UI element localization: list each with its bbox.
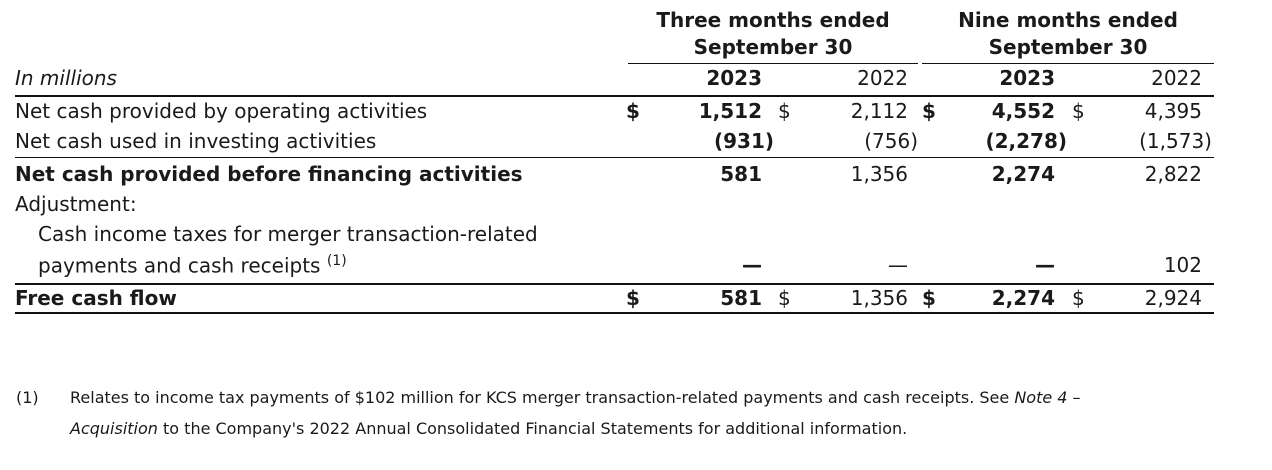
investing-label: Net cash used in investing activities [15,129,377,153]
three-months-header-line2: September 30 [693,35,853,59]
dollar-sign: $ [626,99,640,123]
footnote-marker: (1) [16,388,39,407]
dollar-sign: $ [1072,286,1085,310]
group1-underline [628,63,918,64]
cash-income-taxes-label-line1: Cash income taxes for merger transaction… [38,222,538,246]
footnote-reference: (1) [326,253,347,269]
operating-ytd-2023: 4,552 [991,99,1055,123]
note-reference: Note 4 – [1014,388,1081,407]
investing-ytd-2022: (1,573) [1139,129,1212,153]
units-label: In millions [15,66,117,90]
nine-months-header-line2: September 30 [988,35,1148,59]
investing-ytd-2023: (2,278) [985,129,1067,153]
free-cash-flow-q-2023: 581 [720,286,762,310]
dollar-sign: $ [778,286,791,310]
before-financing-q-2023: 581 [720,162,762,186]
footnote-line2: Acquisition to the Company's 2022 Annual… [70,419,908,438]
free-cash-flow-label: Free cash flow [15,286,177,310]
group2-underline [922,63,1214,64]
footnote-line1: Relates to income tax payments of $102 m… [70,388,1081,407]
year-header-2: 2022 [857,66,908,90]
before-financing-label: Net cash provided before financing activ… [15,162,523,186]
total-bottom-rule [15,312,1214,314]
year-header-3: 2023 [999,66,1055,90]
investing-q-2023: (931) [713,129,774,153]
operating-label: Net cash provided by operating activitie… [15,99,428,123]
dollar-sign: $ [778,99,791,123]
dollar-sign: $ [922,286,936,310]
dollar-sign: $ [922,99,936,123]
cash-income-taxes-ytd-2023: — [1035,253,1055,277]
subtotal-rule [15,157,1214,158]
adjustment-label: Adjustment: [15,192,137,216]
free-cash-flow-q-2022: 1,356 [850,286,908,310]
operating-q-2023: 1,512 [698,99,762,123]
operating-ytd-2022: 4,395 [1144,99,1202,123]
before-financing-ytd-2023: 2,274 [991,162,1055,186]
year-header-1: 2023 [706,66,762,90]
investing-q-2022: (756) [864,129,918,153]
nine-months-header-line1: Nine months ended [958,8,1178,32]
dollar-sign: $ [1072,99,1085,123]
cash-income-taxes-ytd-2022: 102 [1163,253,1202,277]
cash-income-taxes-q-2023: — [742,253,762,277]
cash-income-taxes-q-2022: — [888,253,908,277]
dollar-sign: $ [626,286,640,310]
before-financing-ytd-2022: 2,822 [1144,162,1202,186]
before-financing-q-2022: 1,356 [850,162,908,186]
free-cash-flow-ytd-2023: 2,274 [991,286,1055,310]
three-months-header-line1: Three months ended [656,8,890,32]
free-cash-flow-ytd-2022: 2,924 [1144,286,1202,310]
total-top-rule [15,283,1214,285]
cash-income-taxes-label-line2: payments and cash receipts (1) [38,253,347,278]
header-rule [15,95,1214,97]
year-header-4: 2022 [1151,66,1202,90]
note-reference-title: Acquisition [70,419,158,438]
operating-q-2022: 2,112 [850,99,908,123]
